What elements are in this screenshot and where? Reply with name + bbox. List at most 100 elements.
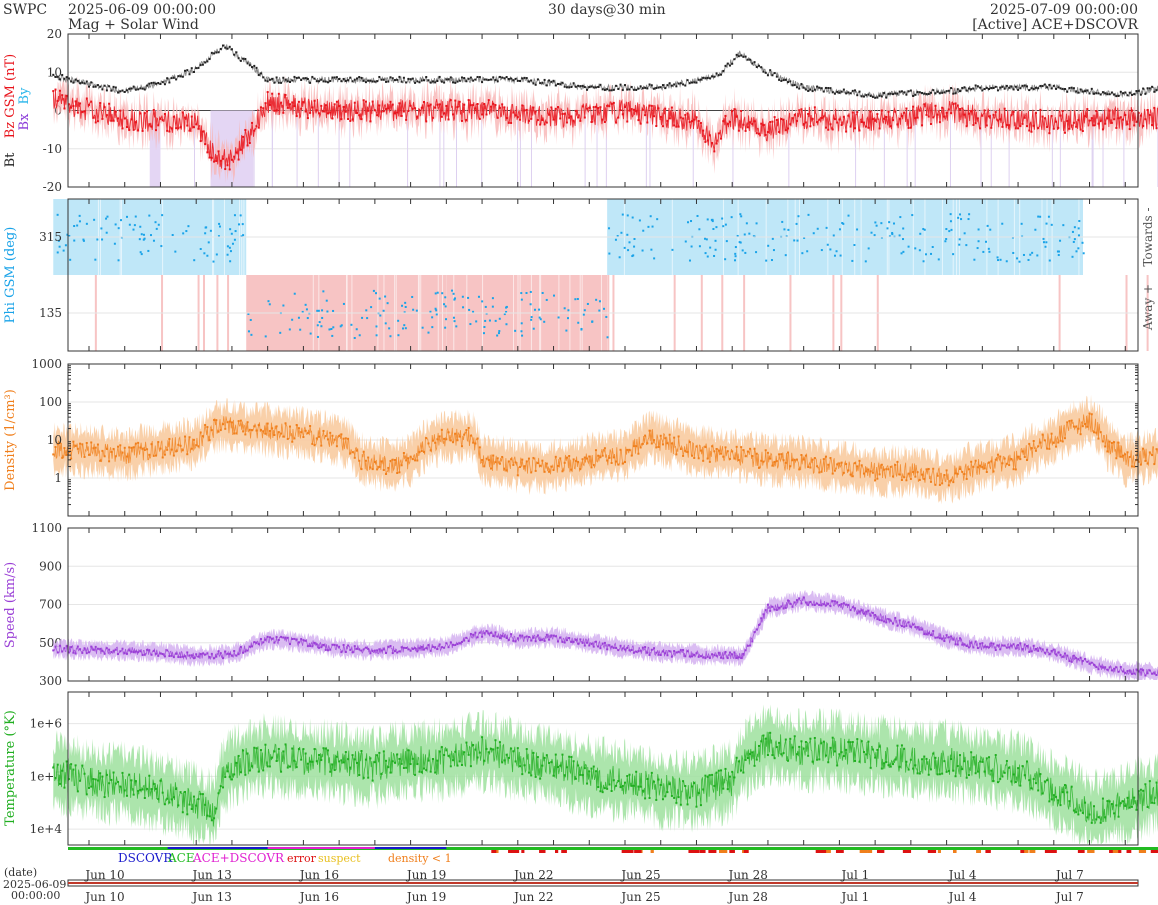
speed-point	[572, 640, 575, 643]
density-point	[201, 435, 204, 438]
speed-point	[653, 647, 656, 650]
density-point	[416, 459, 419, 462]
temperature-point	[563, 774, 566, 777]
bt-point	[657, 86, 660, 89]
bz-point	[536, 119, 539, 122]
status-ace-dscovr-bar	[267, 847, 375, 849]
bt-point	[758, 64, 760, 67]
bz-point	[708, 134, 711, 137]
x-axis-bottom-tick-label: Jun 16	[298, 890, 339, 904]
density-point	[996, 453, 999, 456]
bt-point	[1001, 85, 1004, 88]
speed-point	[574, 638, 577, 641]
bz-point	[469, 104, 472, 107]
speed-point	[351, 651, 354, 654]
temperature-point	[699, 804, 702, 807]
phi-point	[591, 320, 594, 323]
bt-point	[284, 78, 287, 81]
phi-point	[1029, 253, 1032, 256]
phi-point	[945, 238, 948, 241]
temperature-point	[121, 771, 124, 774]
bz-point	[373, 109, 376, 112]
temperature-point	[1061, 791, 1064, 794]
bt-point	[469, 76, 472, 79]
speed-point	[726, 657, 729, 660]
phi-point	[891, 231, 894, 234]
density-point	[1072, 425, 1075, 428]
phi-point	[783, 228, 786, 231]
temperature-point	[780, 753, 783, 756]
temperature-point	[382, 750, 385, 753]
speed-point	[813, 603, 816, 606]
bz-point	[1041, 115, 1044, 118]
bz-point	[827, 128, 830, 131]
bz-point	[912, 105, 915, 108]
bt-point	[163, 83, 166, 86]
phi-point	[505, 306, 508, 309]
density-point	[695, 445, 698, 448]
bz-point	[108, 102, 111, 105]
speed-point	[1130, 672, 1133, 675]
speed-point	[1023, 643, 1026, 646]
temperature-point	[869, 766, 872, 769]
phi-point	[128, 223, 131, 226]
temperature-point	[1106, 800, 1109, 803]
density-point	[289, 425, 291, 428]
temperature-point	[139, 788, 142, 791]
bt-point	[550, 80, 553, 83]
phi-point	[117, 227, 120, 230]
phi-point	[78, 220, 81, 223]
phi-point	[1044, 245, 1047, 248]
phi-point	[741, 249, 744, 252]
phi-point	[816, 227, 819, 230]
temperature-point	[601, 791, 604, 794]
speed-point	[976, 646, 979, 649]
bt-point	[108, 85, 111, 88]
temperature-point	[988, 756, 991, 759]
bt-point	[1139, 93, 1142, 96]
temperature-point	[737, 760, 740, 763]
bt-point	[568, 86, 571, 89]
temperature-point	[862, 750, 865, 753]
phi-point	[715, 226, 718, 229]
speed-point	[423, 648, 425, 651]
bz-point	[938, 121, 941, 124]
phi-point	[893, 222, 896, 225]
speed-point	[257, 643, 260, 646]
density-point	[641, 442, 644, 445]
bz-point	[766, 131, 769, 134]
bt-point	[847, 91, 850, 94]
bz-point	[101, 117, 104, 120]
temperature-point	[1081, 811, 1084, 814]
bz-point	[880, 109, 883, 112]
bt-point	[188, 73, 191, 76]
density-point	[268, 429, 271, 432]
density-point	[818, 471, 821, 474]
phi-point	[651, 225, 654, 228]
temperature-point	[746, 757, 749, 760]
temperature-point	[1104, 816, 1107, 819]
phi-point	[633, 237, 636, 240]
temperature-point	[885, 761, 888, 764]
bz-point	[277, 92, 280, 95]
speed-point	[838, 604, 841, 607]
bz-point	[963, 113, 966, 116]
phi-point	[94, 258, 97, 261]
density-point	[778, 453, 781, 456]
phi-point	[620, 231, 623, 234]
temperature-point	[460, 763, 463, 766]
mag-panel-frame	[67, 33, 1139, 188]
bt-point	[210, 51, 213, 54]
bt-point	[795, 86, 798, 89]
speed-point	[152, 649, 155, 652]
speed-point	[914, 626, 917, 629]
density-point	[1001, 462, 1004, 465]
density-point	[1061, 440, 1064, 443]
bt-point	[217, 51, 220, 54]
bt-point	[925, 93, 928, 96]
bz-point	[527, 119, 530, 122]
bz-point	[1019, 125, 1022, 128]
speed-point	[550, 634, 553, 637]
density-point	[101, 449, 104, 452]
temperature-point	[684, 785, 687, 788]
